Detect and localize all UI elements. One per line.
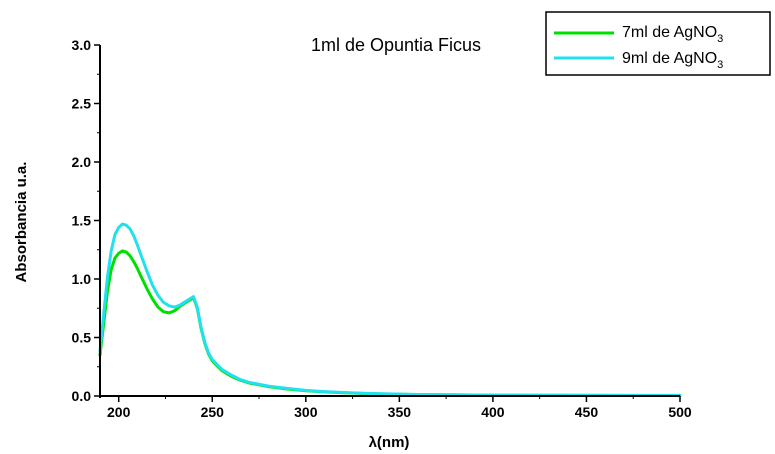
y-tick-label: 2.5 [72,96,92,112]
y-tick-label: 0.5 [72,330,92,346]
legend: 7ml de AgNO3 9ml de AgNO3 [545,11,771,76]
x-tick-label: 400 [481,404,505,420]
x-tick-label: 200 [107,404,131,420]
y-tick-label: 3.0 [72,37,92,53]
series-line-0 [98,249,682,397]
y-tick-label: 1.5 [72,213,92,229]
legend-label-9ml: 9ml de AgNO3 [622,50,723,71]
chart-title: 1ml de Opuntia Ficus [311,35,481,55]
x-tick-label: 350 [388,404,412,420]
x-tick-label: 300 [294,404,318,420]
x-tick-label: 250 [201,404,225,420]
plot-area [98,222,682,397]
legend-label-7ml: 7ml de AgNO3 [622,24,723,45]
y-ticks: 0.0 0.5 1.0 1.5 2.0 2.5 3.0 [72,37,100,404]
y-axis-title: Absorbancia u.a. [13,162,30,283]
x-ticks: 200 250 300 350 400 450 500 [107,396,692,420]
legend-box [545,11,771,76]
series-line-1 [98,222,682,397]
y-tick-label: 2.0 [72,154,92,170]
y-tick-label: 1.0 [72,271,92,287]
x-tick-label: 450 [575,404,599,420]
y-tick-label: 0.0 [72,388,92,404]
x-tick-label: 500 [668,404,692,420]
x-axis-title: λ(nm) [369,434,410,451]
